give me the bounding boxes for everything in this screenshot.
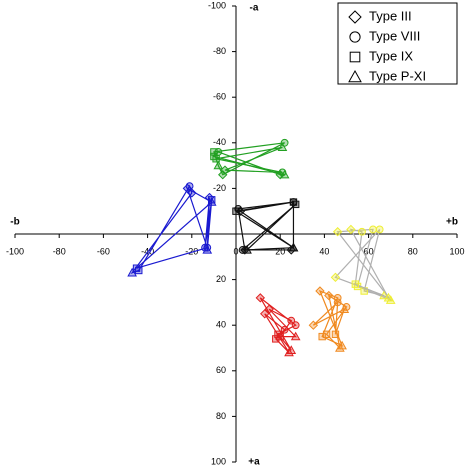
x-tick-label: 40 — [319, 246, 329, 256]
marker-diamond — [348, 10, 362, 24]
marker-diamond — [315, 286, 325, 296]
marker-triangle — [242, 244, 252, 254]
x-tick-label: 0 — [233, 246, 238, 256]
y-tick-label: 20 — [216, 274, 226, 284]
marker-circle — [369, 225, 377, 234]
polygon-outline — [318, 289, 344, 347]
marker-square — [318, 332, 326, 341]
marker-square — [132, 264, 141, 272]
marker-diamond — [286, 245, 296, 255]
polygon-outline — [212, 151, 285, 176]
y-tick-label: 80 — [216, 411, 226, 421]
x-tick-label: -60 — [97, 246, 110, 256]
marker-triangle — [202, 244, 213, 254]
marker-square — [212, 155, 220, 163]
marker-triangle — [279, 169, 290, 179]
axis-end-labels: -b +b -a +a — [10, 3, 458, 467]
marker-circle — [280, 325, 289, 334]
y-tick-label: -40 — [213, 137, 226, 147]
marker-square — [351, 280, 360, 288]
y-tick-label: 100 — [211, 456, 226, 466]
legend-box — [337, 2, 458, 85]
marker-circle — [291, 321, 300, 330]
marker-circle — [349, 31, 361, 43]
marker-triangle — [339, 304, 350, 313]
polygon-outline — [136, 187, 213, 269]
polygon-outline — [130, 184, 193, 274]
polygon-outline — [237, 201, 295, 251]
marker-diamond — [332, 227, 343, 237]
marker-square — [276, 332, 284, 341]
polygon-outline — [336, 228, 393, 302]
x-tick-label: -100 — [6, 246, 24, 256]
x-tick-label: 80 — [408, 246, 418, 256]
marker-circle — [333, 298, 342, 307]
polygon-outline — [234, 201, 294, 249]
marker-circle — [375, 225, 384, 234]
marker-circle — [203, 243, 212, 252]
marker-square — [210, 152, 218, 161]
polygon-outline — [215, 146, 283, 174]
marker-diamond — [220, 165, 230, 175]
legend-label: Type P-XI — [369, 68, 426, 83]
legend-label: Type IX — [369, 48, 413, 63]
marker-triangle — [127, 267, 137, 277]
y-tick-label: -20 — [213, 183, 226, 193]
marker-triangle — [383, 292, 394, 302]
marker-diamond — [264, 304, 274, 314]
y-tick-label: 40 — [216, 320, 226, 330]
marker-circle — [358, 227, 366, 236]
legend: Type III Type VIII Type IX Type P-XI — [337, 2, 458, 85]
marker-square — [289, 198, 298, 206]
marker-square — [331, 330, 340, 339]
axis-label: -a — [250, 3, 259, 14]
x-tick-label: 100 — [449, 246, 464, 256]
x-tick-label: 20 — [275, 246, 285, 256]
axis-label: +b — [446, 217, 458, 228]
marker-diamond — [330, 272, 341, 283]
marker-square — [272, 335, 280, 343]
marker-triangle — [288, 242, 299, 252]
marker-diamond — [182, 183, 193, 194]
marker-triangle — [206, 197, 217, 206]
y-tick-label: -60 — [213, 92, 226, 102]
y-tick-label: -100 — [208, 0, 226, 10]
legend-label: Type III — [369, 8, 412, 23]
marker-triangle — [335, 342, 345, 352]
marker-triangle — [348, 69, 362, 83]
marker-square — [349, 51, 361, 63]
polygon-outline — [264, 313, 290, 353]
x-tick-label: -80 — [53, 246, 66, 256]
marker-diamond — [308, 320, 319, 330]
marker-triangle — [290, 331, 301, 341]
marker-circle — [287, 316, 296, 325]
axis-label: -b — [10, 217, 19, 228]
x-tick-label: 60 — [364, 246, 374, 256]
legend-label: Type VIII — [369, 28, 420, 43]
marker-square — [291, 200, 300, 209]
y-tick-label: -80 — [213, 46, 226, 56]
marker-triangle — [284, 347, 294, 357]
axis-label: +a — [248, 457, 260, 467]
marker-circle — [234, 205, 243, 213]
marker-triangle — [213, 160, 224, 170]
marker-diamond — [324, 290, 334, 301]
marker-diamond — [346, 224, 356, 235]
marker-diamond — [255, 293, 266, 303]
polygon-outline — [241, 203, 297, 251]
marker-square — [322, 330, 331, 339]
polygon-outline — [312, 300, 346, 335]
marker-triangle — [277, 142, 288, 152]
y-tick-label: 60 — [216, 365, 226, 375]
marker-diamond — [260, 309, 270, 319]
x-tick-label: -20 — [185, 246, 198, 256]
